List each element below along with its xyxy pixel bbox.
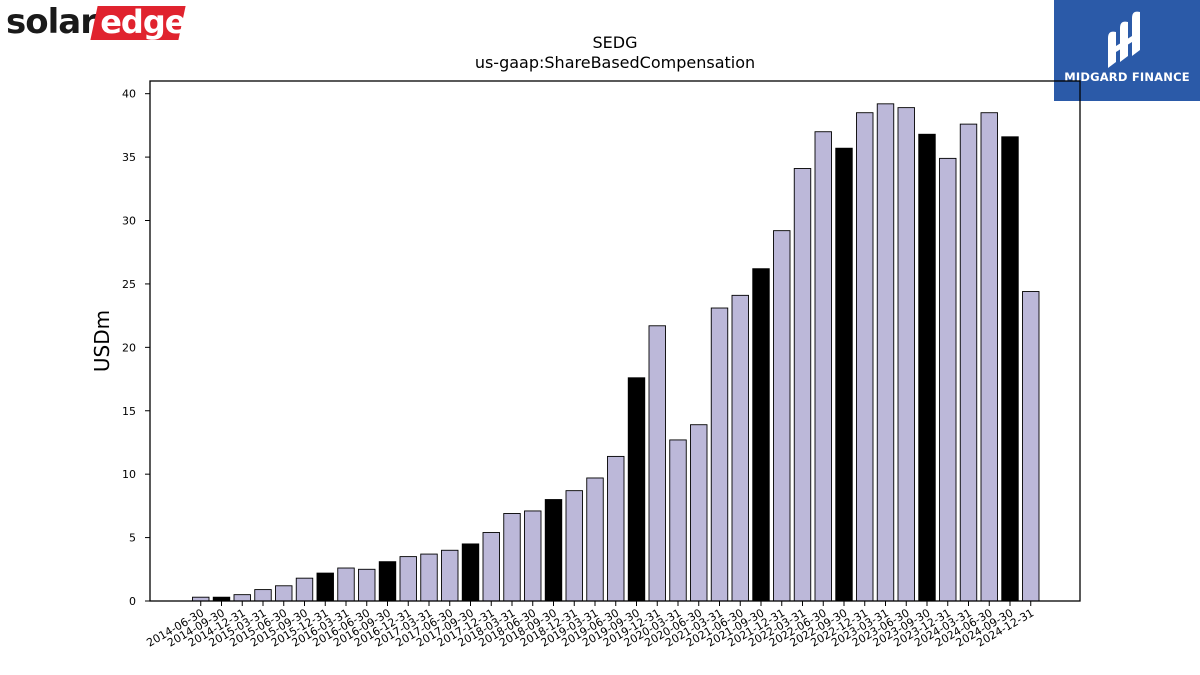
midgard-brand-text: MIDGARD FINANCE xyxy=(1064,70,1190,84)
bar-13 xyxy=(441,549,459,602)
bar-24 xyxy=(669,439,687,602)
bar-27 xyxy=(731,294,749,602)
bar-34 xyxy=(876,103,895,602)
bars-group xyxy=(192,103,1040,602)
bar-30 xyxy=(793,168,812,602)
y-tick-label-30: 30 xyxy=(122,215,136,228)
bar-19 xyxy=(565,490,583,602)
chart-subtitle: us-gaap:ShareBasedCompensation xyxy=(475,53,755,72)
bar-16 xyxy=(503,513,521,602)
bar-17 xyxy=(524,510,542,602)
bar-12 xyxy=(420,553,438,602)
bar-14 xyxy=(461,543,480,602)
y-tick-label-20: 20 xyxy=(122,341,136,354)
bar-28 xyxy=(752,268,770,602)
bar-9 xyxy=(358,568,376,602)
bar-23 xyxy=(648,325,666,602)
bar-31 xyxy=(814,131,832,602)
bar-33 xyxy=(856,112,874,602)
y-tick-label-10: 10 xyxy=(122,468,136,481)
bar-22 xyxy=(627,377,646,602)
bar-21 xyxy=(607,455,625,602)
y-tick-label-15: 15 xyxy=(122,405,136,418)
x-ticks-group: 2014-06-302014-09-302014-12-312015-03-31… xyxy=(144,601,1036,650)
midgard-mark-icon xyxy=(1108,11,1140,69)
bar-8 xyxy=(337,567,355,602)
y-tick-label-5: 5 xyxy=(129,532,136,545)
plot-frame xyxy=(149,80,1081,602)
y-tick-label-35: 35 xyxy=(122,151,136,164)
bar-36 xyxy=(918,133,936,602)
bar-35 xyxy=(897,107,915,602)
bar-18 xyxy=(544,499,563,602)
y-tick-label-0: 0 xyxy=(129,595,136,608)
bar-3 xyxy=(233,594,251,602)
bar-11 xyxy=(399,556,417,602)
bar-15 xyxy=(482,532,500,602)
bar-5 xyxy=(275,585,293,602)
bar-6 xyxy=(295,577,314,602)
bar-39 xyxy=(980,112,998,602)
bar-37 xyxy=(939,157,957,602)
bar-38 xyxy=(959,123,978,602)
logo-text-solar: solar xyxy=(6,2,97,42)
solaredge-logo: solar edge xyxy=(6,2,186,44)
bar-10 xyxy=(378,561,397,602)
chart-title: SEDG xyxy=(593,33,638,52)
y-tick-label-40: 40 xyxy=(122,88,136,101)
bar-32 xyxy=(835,147,853,602)
bar-29 xyxy=(773,230,791,602)
y-axis-label: USDm xyxy=(90,310,114,372)
bar-41 xyxy=(1022,291,1040,602)
bar-4 xyxy=(254,589,272,602)
midgard-finance-logo: MIDGARD FINANCE xyxy=(1054,0,1200,101)
bar-20 xyxy=(586,477,604,602)
bar-7 xyxy=(316,572,334,602)
bar-40 xyxy=(1001,136,1019,602)
bar-25 xyxy=(690,424,708,602)
bar-26 xyxy=(710,307,729,602)
y-ticks-group: 0 5 10 15 20 25 30 35 40 xyxy=(122,88,150,608)
y-tick-label-25: 25 xyxy=(122,278,136,291)
